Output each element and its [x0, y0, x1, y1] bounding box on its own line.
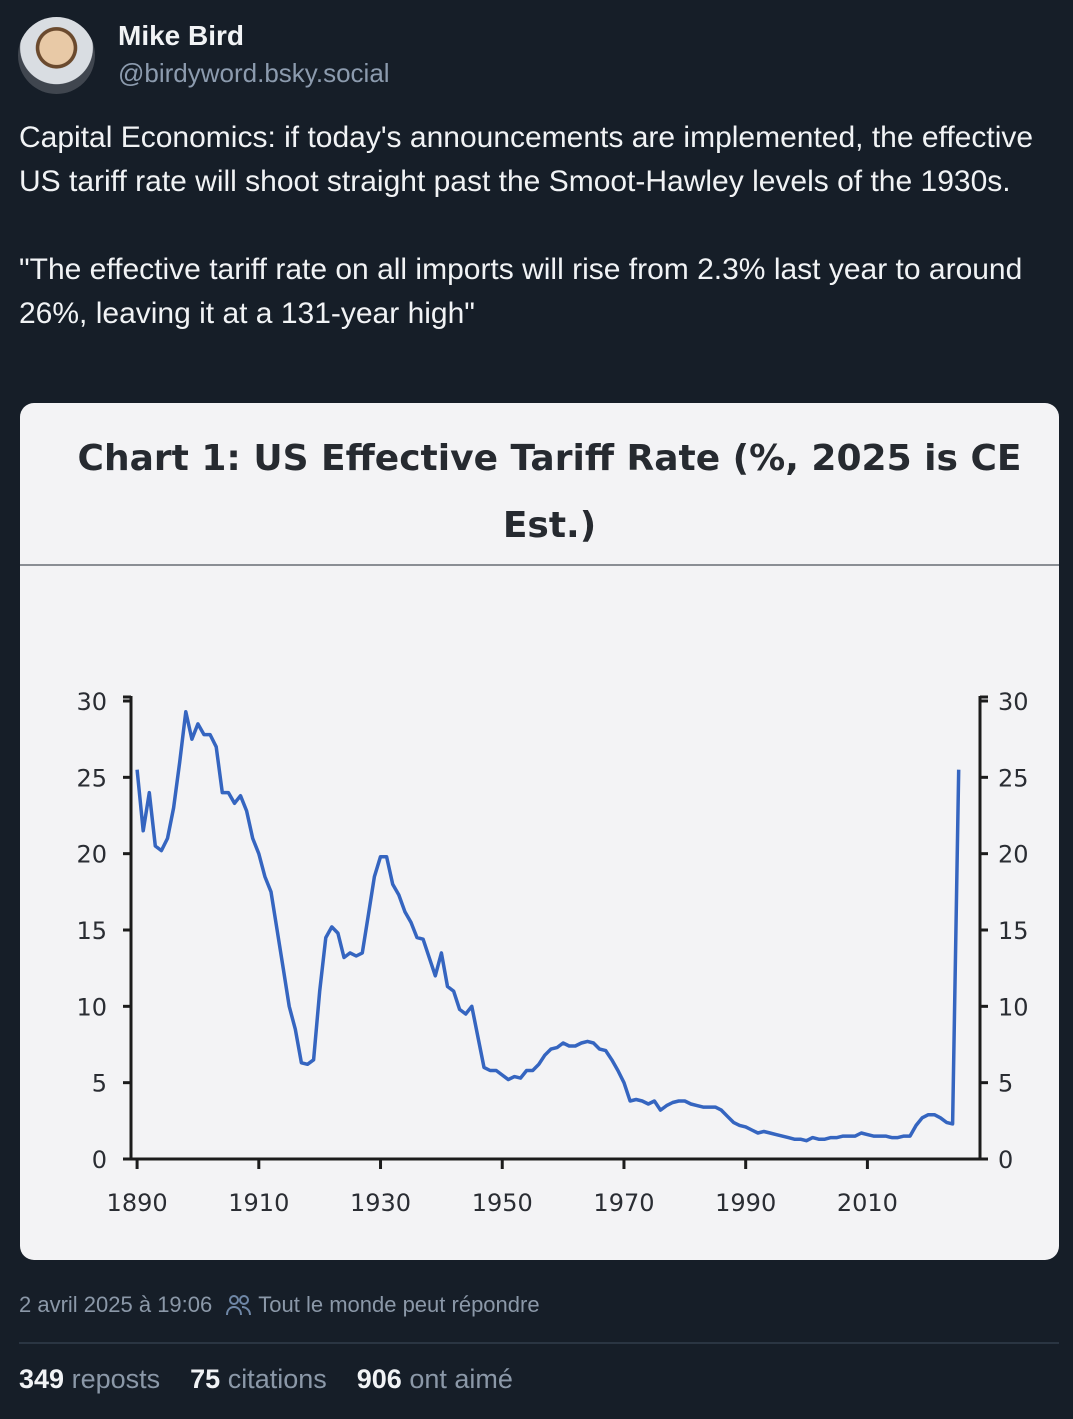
- y-tick-label-left: 20: [76, 841, 107, 869]
- avatar[interactable]: [18, 17, 95, 94]
- author-handle[interactable]: @birdyword.bsky.social: [118, 58, 390, 88]
- y-tick-label-right: 15: [998, 917, 1029, 945]
- post-paragraph: Capital Economics: if today's announceme…: [19, 121, 1034, 198]
- chart-title: Chart 1: US Effective Tariff Rate (%, 20…: [77, 438, 1022, 546]
- x-tick-label: 1910: [228, 1189, 289, 1217]
- y-tick-label-right: 10: [998, 993, 1029, 1021]
- y-tick-label-left: 15: [76, 917, 107, 945]
- x-tick-label: 2010: [837, 1189, 898, 1217]
- x-tick-label: 1950: [472, 1189, 533, 1217]
- reposts-link[interactable]: 349 reposts: [19, 1364, 161, 1394]
- post-text: Capital Economics: if today's announceme…: [19, 116, 1059, 380]
- y-tick-label-right: 25: [998, 764, 1029, 792]
- reply-setting-label: Tout le monde peut répondre: [258, 1292, 540, 1317]
- people-icon: [226, 1295, 252, 1316]
- series-line-tariff-rate: [135, 709, 961, 1143]
- title-divider: [20, 564, 1059, 566]
- likes-link[interactable]: 906 ont aimé: [356, 1364, 513, 1394]
- post-paragraph: "The effective tariff rate on all import…: [19, 253, 1023, 330]
- timestamp[interactable]: 2 avril 2025 à 19:06: [19, 1292, 213, 1317]
- y-tick-label-right: 5: [998, 1070, 1013, 1098]
- engagement-stats: 349 reposts 75 citations 906 ont aimé: [19, 1364, 513, 1395]
- y-tick-label-left: 5: [92, 1070, 107, 1098]
- y-tick-label-left: 25: [76, 764, 107, 792]
- reply-setting: Tout le monde peut répondre: [226, 1292, 540, 1318]
- x-tick-label: 1990: [715, 1189, 776, 1217]
- y-tick-label-left: 30: [76, 688, 107, 716]
- author-name[interactable]: Mike Bird: [118, 20, 245, 51]
- y-tick-label-right: 30: [998, 688, 1029, 716]
- x-tick-label: 1930: [350, 1189, 411, 1217]
- chart-plot: 0 0 5 5 10 10 15 15 20 20 25 25 30 30 1890 1910 1930 1950…: [76, 688, 1029, 1217]
- x-tick-label: 1890: [107, 1189, 168, 1217]
- y-tick-label-right: 20: [998, 841, 1029, 869]
- y-tick-label-left: 0: [92, 1146, 107, 1174]
- chart-image[interactable]: Chart 1: US Effective Tariff Rate (%, 20…: [20, 403, 1059, 1260]
- y-tick-label-left: 10: [76, 993, 107, 1021]
- post-meta: 2 avril 2025 à 19:06 Tout le monde peut …: [19, 1292, 540, 1318]
- y-tick-label-right: 0: [998, 1146, 1013, 1174]
- x-tick-label: 1970: [593, 1189, 654, 1217]
- divider: [19, 1342, 1059, 1344]
- quotes-link[interactable]: 75 citations: [190, 1364, 327, 1394]
